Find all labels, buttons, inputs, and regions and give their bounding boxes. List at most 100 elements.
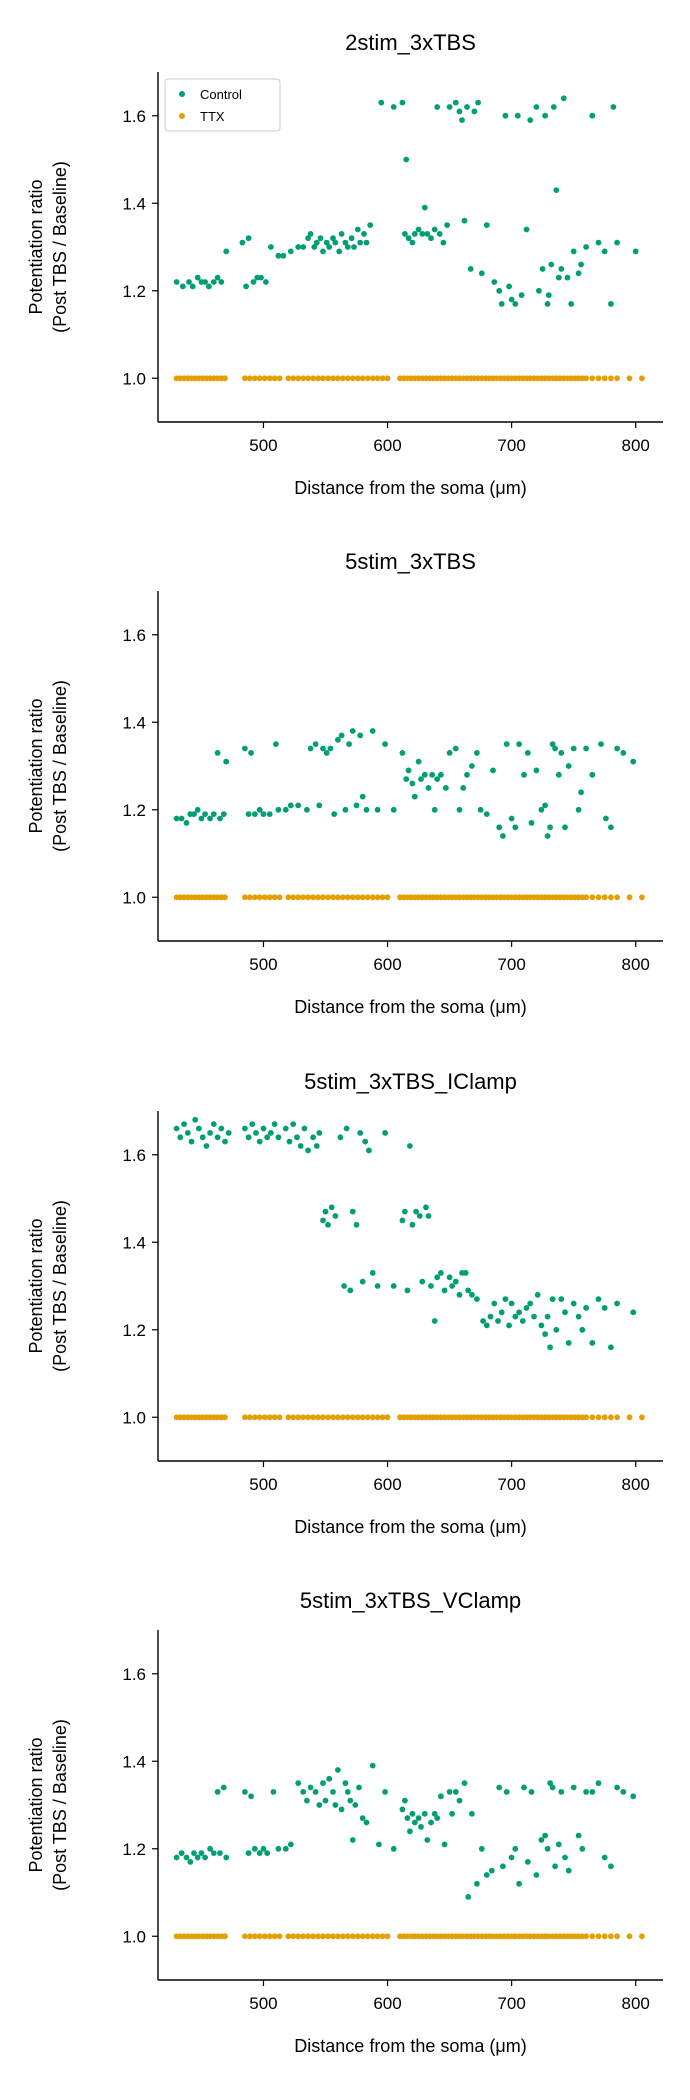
data-point-control (428, 235, 434, 242)
data-point-control (310, 1134, 316, 1141)
data-point-control (595, 239, 602, 246)
data-point-control (542, 1832, 548, 1839)
data-point-control (331, 811, 338, 817)
data-point-ttx (601, 1933, 608, 1940)
data-point-control (575, 1832, 582, 1839)
series-control (173, 95, 639, 307)
data-point-control (327, 745, 334, 752)
data-point-control (178, 815, 185, 822)
data-point-ttx (583, 894, 589, 901)
data-point-control (512, 301, 519, 307)
data-point-control (349, 1208, 356, 1215)
data-point-control (421, 1810, 428, 1817)
data-point-control (256, 1138, 263, 1145)
data-point-control (549, 741, 556, 747)
data-point-ttx (300, 1933, 307, 1940)
data-point-control (416, 1213, 423, 1219)
data-point-control (239, 239, 246, 246)
data-point-control (210, 1121, 217, 1127)
data-point-control (173, 1125, 180, 1132)
data-point-control (630, 1793, 637, 1800)
data-point-control (516, 1309, 522, 1316)
x-axis-label: Distance from the soma (μm) (294, 997, 526, 1017)
data-point-ttx (330, 375, 336, 382)
data-point-control (411, 231, 418, 237)
data-point-control (565, 1867, 572, 1874)
data-point-control (533, 767, 540, 774)
data-point-control (390, 806, 397, 813)
data-point-control (330, 1789, 336, 1795)
chart-title: 2stim_3xTBS (345, 30, 476, 55)
data-point-control (434, 1274, 441, 1281)
data-point-control (374, 806, 381, 813)
data-point-control (464, 771, 470, 778)
data-point-control (191, 1850, 197, 1856)
data-point-ttx (344, 1933, 351, 1940)
data-point-control (465, 1894, 472, 1900)
data-point-control (477, 806, 484, 813)
data-point-ttx (349, 894, 356, 901)
data-point-control (549, 1296, 556, 1302)
data-point-control (496, 1784, 503, 1791)
data-point-control (253, 1130, 259, 1136)
data-point-control (498, 1309, 505, 1316)
data-point-control (347, 1797, 354, 1804)
data-point-control (462, 1270, 469, 1276)
data-point-control (558, 1296, 565, 1302)
x-tick-label: 600 (373, 955, 401, 974)
data-point-control (312, 1789, 319, 1795)
data-point-ttx (251, 1933, 258, 1940)
data-point-control (295, 244, 302, 250)
data-point-ttx (601, 894, 608, 901)
x-tick-label: 800 (622, 1994, 650, 2013)
data-point-control (436, 231, 443, 237)
data-point-ttx (256, 375, 263, 382)
data-point-control (603, 815, 609, 822)
data-point-control (354, 226, 361, 233)
data-point-ttx (614, 1414, 620, 1421)
data-point-control (343, 1125, 350, 1132)
data-point-ttx (379, 1933, 386, 1940)
data-point-control (313, 1143, 320, 1149)
data-point-control (363, 1819, 370, 1826)
data-point-control (558, 750, 565, 756)
data-point-control (347, 1287, 354, 1294)
data-point-control (359, 1278, 366, 1285)
data-point-ttx (320, 375, 326, 382)
series-ttx (173, 894, 645, 901)
y-axis-label: Potentiation ratio (26, 1218, 46, 1353)
data-point-ttx (595, 1414, 602, 1421)
data-point-control (402, 1797, 408, 1804)
data-point-ttx (315, 1414, 321, 1421)
data-point-control (390, 1845, 397, 1852)
chart-title: 5stim_3xTBS_VClamp (300, 1588, 521, 1613)
data-point-ttx (369, 894, 376, 901)
data-point-control (297, 1143, 304, 1149)
data-point-control (428, 1283, 434, 1289)
data-point-control (562, 824, 568, 831)
data-point-ttx (589, 1414, 596, 1421)
data-point-control (555, 274, 562, 281)
y-tick-label: 1.2 (122, 1840, 146, 1859)
data-point-control (184, 1130, 191, 1136)
data-point-ttx (305, 894, 311, 901)
data-point-ttx (266, 375, 273, 382)
data-point-control (428, 1819, 434, 1826)
series-control (173, 1116, 637, 1351)
data-point-ttx (290, 1933, 297, 1940)
data-point-control (186, 279, 192, 285)
data-point-control (446, 750, 453, 756)
data-point-control (378, 99, 385, 106)
data-point-control (558, 266, 565, 272)
legend-box (164, 78, 281, 132)
data-point-control (194, 806, 201, 813)
data-point-control (425, 1213, 432, 1219)
data-point-control (434, 104, 441, 110)
x-axis-label: Distance from the soma (μm) (294, 2036, 526, 2056)
data-point-ttx (349, 1414, 356, 1421)
data-point-control (352, 1802, 359, 1808)
data-point-ttx (285, 375, 292, 382)
data-point-ttx (276, 375, 283, 382)
data-point-control (533, 1872, 540, 1878)
data-point-control (214, 274, 221, 281)
